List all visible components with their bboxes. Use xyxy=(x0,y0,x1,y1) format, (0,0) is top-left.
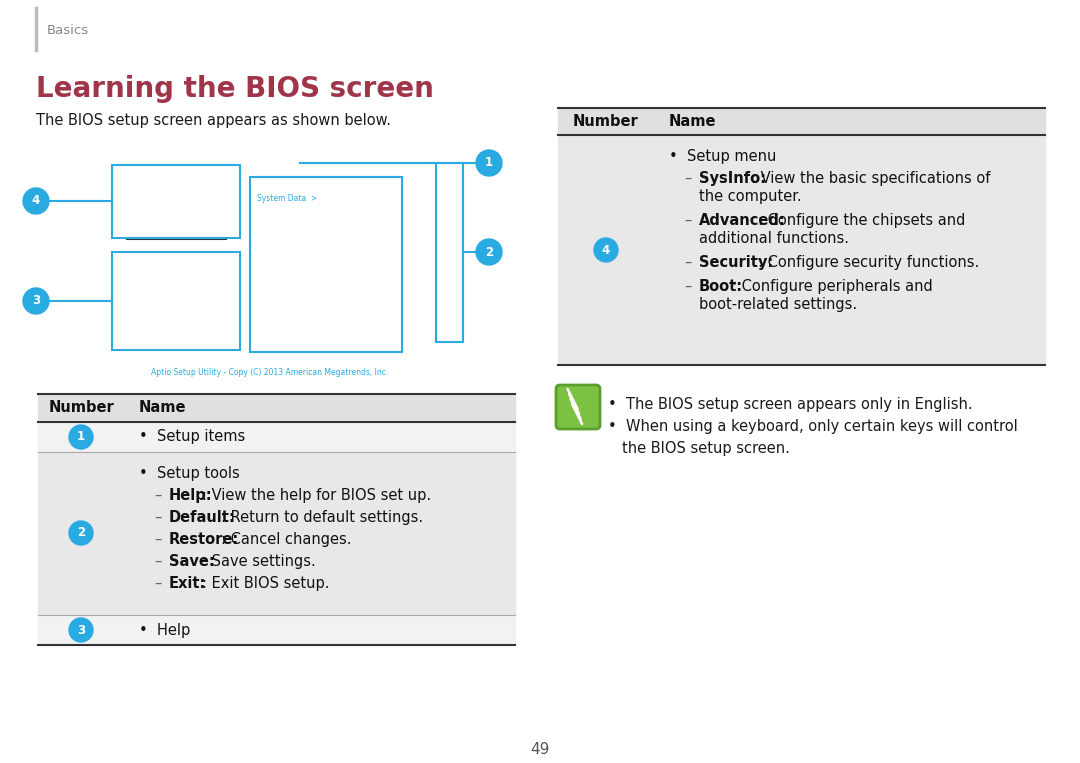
Text: Help:: Help: xyxy=(168,488,213,503)
Text: Name: Name xyxy=(669,114,716,128)
Text: –: – xyxy=(684,171,691,186)
Text: 2: 2 xyxy=(77,526,85,539)
Text: –: – xyxy=(154,576,161,591)
Text: Number: Number xyxy=(573,114,639,128)
Bar xyxy=(112,165,240,238)
Text: Aptio Setup Utility - Copy (C) 2013 American Megatrends, Inc.: Aptio Setup Utility - Copy (C) 2013 Amer… xyxy=(151,368,389,377)
Text: –: – xyxy=(684,255,691,270)
Text: Exit:: Exit: xyxy=(168,576,206,591)
Text: •  Help: • Help xyxy=(139,623,190,638)
Text: 1: 1 xyxy=(485,156,494,169)
Text: –: – xyxy=(154,532,161,547)
Text: : View the help for BIOS set up.: : View the help for BIOS set up. xyxy=(202,488,431,503)
Text: : View the basic specifications of: : View the basic specifications of xyxy=(752,171,990,186)
Bar xyxy=(249,177,402,352)
Circle shape xyxy=(23,288,49,314)
Text: SysInfo:: SysInfo: xyxy=(699,171,766,186)
Text: –: – xyxy=(684,213,691,228)
FancyBboxPatch shape xyxy=(556,385,600,429)
Text: –: – xyxy=(154,510,161,525)
Text: –: – xyxy=(684,279,691,294)
Text: •  Setup tools: • Setup tools xyxy=(139,466,240,481)
Text: additional functions.: additional functions. xyxy=(699,231,849,246)
Text: Default:: Default: xyxy=(168,510,235,525)
Text: –: – xyxy=(154,488,161,503)
Circle shape xyxy=(594,238,618,262)
Text: Security:: Security: xyxy=(699,255,773,270)
Text: 1: 1 xyxy=(77,430,85,443)
Bar xyxy=(436,163,463,342)
Text: 2: 2 xyxy=(485,246,494,259)
Text: : Cancel changes.: : Cancel changes. xyxy=(221,532,352,547)
Text: boot-related settings.: boot-related settings. xyxy=(699,297,858,312)
Text: •  When using a keyboard, only certain keys will control: • When using a keyboard, only certain ke… xyxy=(608,419,1017,434)
Text: : Return to default settings.: : Return to default settings. xyxy=(221,510,423,525)
Text: 3: 3 xyxy=(77,623,85,636)
Text: the BIOS setup screen.: the BIOS setup screen. xyxy=(622,441,789,456)
Text: Learning the BIOS screen: Learning the BIOS screen xyxy=(36,75,434,103)
Text: Basics: Basics xyxy=(48,24,90,37)
Text: –: – xyxy=(154,554,161,569)
Text: Name: Name xyxy=(139,401,187,416)
Text: 4: 4 xyxy=(32,195,40,208)
Text: : Configure the chipsets and: : Configure the chipsets and xyxy=(758,213,966,228)
Circle shape xyxy=(476,239,502,265)
Circle shape xyxy=(69,618,93,642)
Text: •  Setup menu: • Setup menu xyxy=(669,149,777,164)
Text: •  The BIOS setup screen appears only in English.: • The BIOS setup screen appears only in … xyxy=(608,397,973,412)
Text: the computer.: the computer. xyxy=(699,189,801,204)
Text: Advanced:: Advanced: xyxy=(699,213,786,228)
Circle shape xyxy=(23,188,49,214)
Text: 4: 4 xyxy=(602,243,610,256)
Text: Number: Number xyxy=(49,401,113,416)
Text: Restore:: Restore: xyxy=(168,532,240,547)
Circle shape xyxy=(476,150,502,176)
Text: : Configure security functions.: : Configure security functions. xyxy=(758,255,980,270)
Text: : Exit BIOS setup.: : Exit BIOS setup. xyxy=(202,576,329,591)
Text: System Data  >: System Data > xyxy=(257,194,318,203)
Text: The BIOS setup screen appears as shown below.: The BIOS setup screen appears as shown b… xyxy=(36,113,391,128)
Circle shape xyxy=(69,521,93,545)
Text: : Save settings.: : Save settings. xyxy=(202,554,315,569)
Text: : Configure peripherals and: : Configure peripherals and xyxy=(732,279,932,294)
Text: Boot:: Boot: xyxy=(699,279,743,294)
Bar xyxy=(112,252,240,350)
Text: 3: 3 xyxy=(32,295,40,307)
Circle shape xyxy=(69,425,93,449)
Text: Save:: Save: xyxy=(168,554,215,569)
Text: 49: 49 xyxy=(530,742,550,757)
Text: •  Setup items: • Setup items xyxy=(139,430,245,445)
